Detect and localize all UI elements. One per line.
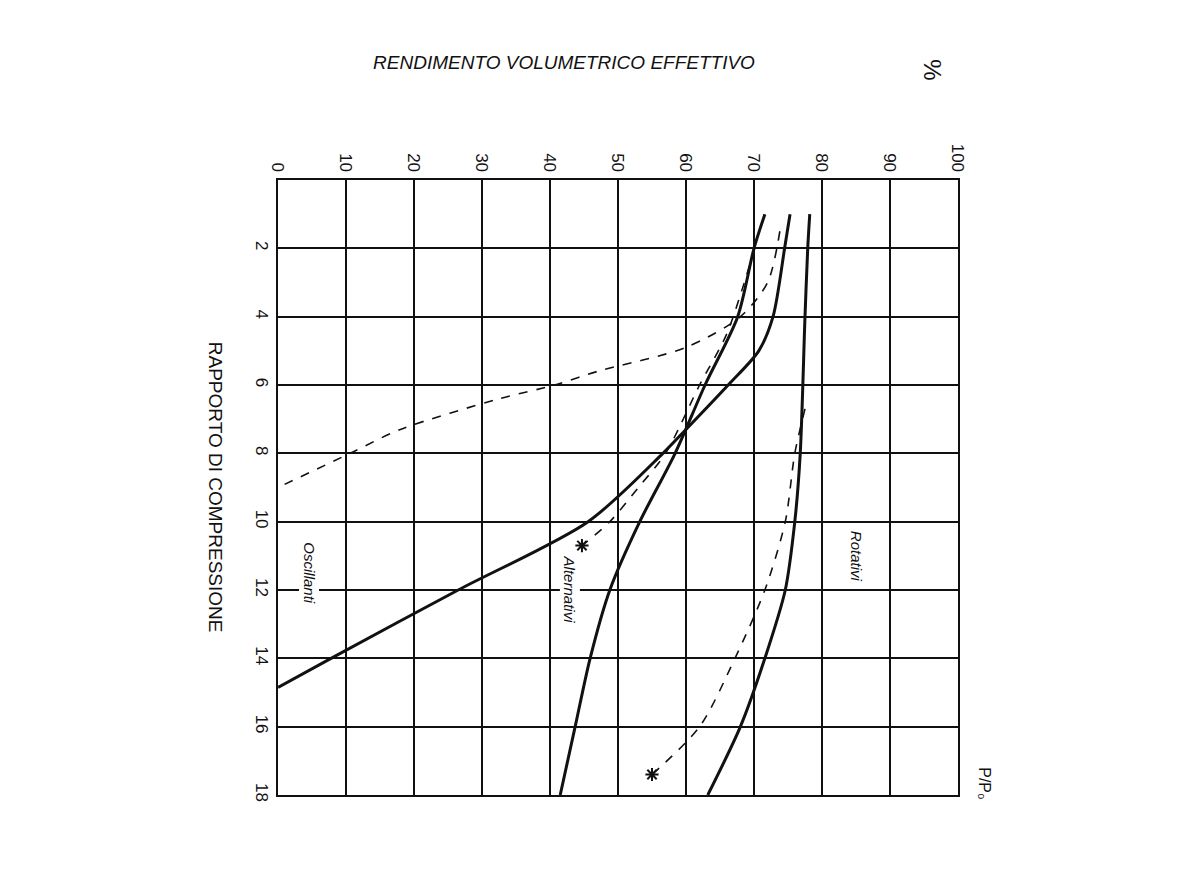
svg-text:40: 40 [540,153,559,172]
svg-text:12: 12 [252,578,271,597]
svg-text:100: 100 [948,144,967,172]
svg-text:4: 4 [252,309,271,318]
svg-text:60: 60 [676,153,695,172]
svg-text:50: 50 [608,153,627,172]
svg-text:16: 16 [252,715,271,734]
svg-text:Alternativi: Alternativi [561,556,578,624]
svg-text:70: 70 [744,153,763,172]
svg-text:0: 0 [268,163,287,172]
svg-text:%: % [919,59,946,80]
svg-text:90: 90 [880,153,899,172]
svg-text:20: 20 [404,153,423,172]
svg-text:8: 8 [252,446,271,455]
svg-text:30: 30 [472,153,491,172]
svg-text:10: 10 [252,510,271,529]
svg-text:P/P₀: P/P₀ [976,767,993,799]
svg-text:RAPPORTO DI COMPRESSIONE: RAPPORTO DI COMPRESSIONE [205,342,226,633]
svg-text:Rotativi: Rotativi [848,531,865,582]
svg-text:14: 14 [252,646,271,665]
svg-text:80: 80 [812,153,831,172]
svg-text:RENDIMENTO VOLUMETRICO EFFETTI: RENDIMENTO VOLUMETRICO EFFETTIVO [373,52,755,73]
svg-text:18: 18 [252,783,271,802]
svg-text:6: 6 [252,378,271,387]
svg-text:10: 10 [336,153,355,172]
svg-text:Oscillanti: Oscillanti [301,542,318,604]
svg-text:2: 2 [252,241,271,250]
